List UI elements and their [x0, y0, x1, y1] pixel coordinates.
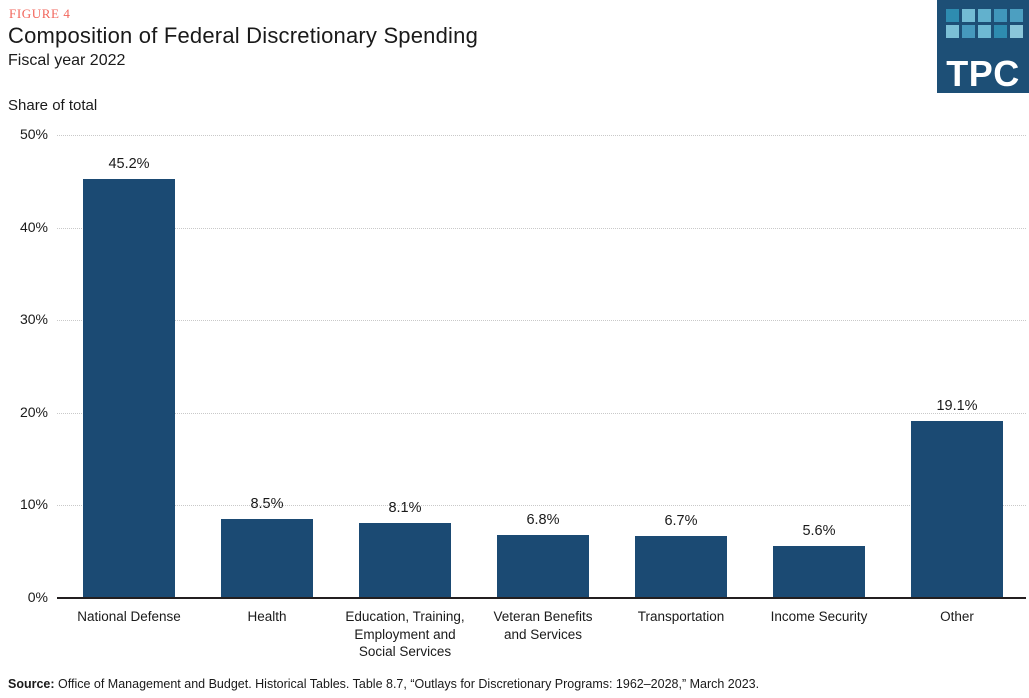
category-label-1: National Defense: [77, 609, 181, 624]
logo-tile-icon: [1010, 9, 1023, 22]
category-label-6: Income Security: [770, 609, 868, 624]
logo-tile-icon: [994, 9, 1007, 22]
y-axis-title: Share of total: [8, 97, 98, 114]
y-tick-label-0%: 0%: [27, 588, 48, 605]
bar-7: [911, 420, 1003, 598]
value-label-3: 8.1%: [388, 499, 422, 516]
value-label-5: 6.7%: [664, 512, 698, 529]
logo-tile-icon: [962, 25, 975, 38]
gridline-20%: [57, 412, 1026, 414]
value-label-6: 5.6%: [802, 522, 836, 539]
chart-subtitle: Fiscal year 2022: [8, 52, 126, 69]
logo-tile-icon: [946, 25, 959, 38]
source-text: Office of Management and Budget. Histori…: [54, 677, 760, 691]
gridline-40%: [57, 227, 1026, 229]
category-label-7: Other: [940, 609, 974, 624]
gridline-30%: [57, 320, 1026, 321]
bar-3: [359, 522, 451, 598]
value-label-1: 45.2%: [108, 156, 150, 173]
bar-6: [773, 545, 865, 598]
logo-tile-icon: [946, 9, 959, 22]
category-label-3: Education, Training, Employment and Soci…: [345, 609, 465, 660]
logo-tile-icon: [978, 9, 991, 22]
source-label: Source:: [8, 677, 55, 691]
logo-tile-icon: [1010, 25, 1023, 38]
category-label-5: Transportation: [637, 609, 725, 624]
y-tick-label-50%: 50%: [19, 126, 48, 142]
tpc-logo: TPC: [937, 0, 1029, 93]
y-tick-label-20%: 20%: [19, 403, 48, 420]
gridline-10%: [57, 505, 1026, 506]
gridline-50%: [57, 135, 1026, 136]
bar-1: [83, 179, 175, 598]
logo-tile-icon: [978, 25, 991, 38]
bar-2: [221, 518, 313, 598]
chart-title: Composition of Federal Discretionary Spe…: [8, 23, 479, 48]
category-label-4: Veteran Benefits and Services: [493, 609, 593, 642]
logo-tile-icon: [962, 9, 975, 22]
y-tick-label-40%: 40%: [19, 218, 48, 235]
value-label-2: 8.5%: [250, 495, 284, 512]
bar-5: [635, 535, 727, 598]
value-label-7: 19.1%: [936, 397, 978, 414]
y-tick-label-10%: 10%: [19, 496, 48, 512]
value-label-4: 6.8%: [526, 511, 560, 528]
category-label-2: Health: [247, 609, 287, 624]
source-note: Source: Office of Management and Budget.…: [8, 677, 759, 691]
logo-tile-icon: [994, 25, 1007, 38]
tpc-logo-tile-grid-icon: [946, 9, 1023, 38]
bar-4: [497, 534, 589, 598]
x-axis-line: [57, 596, 1026, 599]
y-tick-label-30%: 30%: [19, 311, 48, 327]
figure-number-label: FIGURE 4: [9, 6, 71, 21]
tpc-logo-text: TPC: [946, 53, 1020, 94]
